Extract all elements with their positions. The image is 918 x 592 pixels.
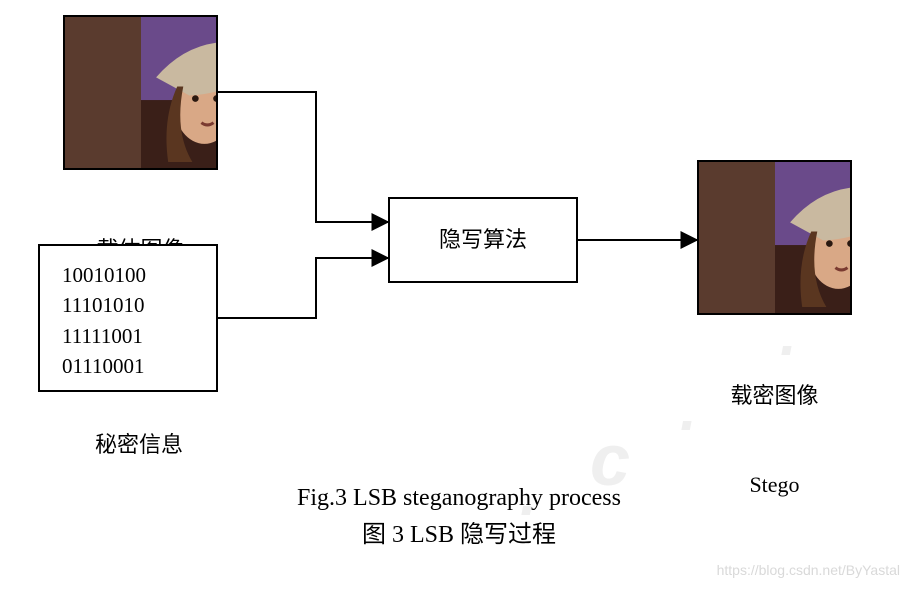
secret-bits: 10010100 11101010 11111001 01110001 [62, 260, 194, 382]
edge-secret-to-algo [218, 258, 388, 318]
cover-image-placeholder [63, 15, 218, 170]
secret-label-text: 秘密信息 [95, 432, 183, 457]
algorithm-label: 隐写算法 [439, 225, 527, 255]
bg-watermark-letter: . [680, 375, 697, 444]
lena-icon [775, 162, 853, 313]
caption-en: Fig.3 LSB steganography process [0, 480, 918, 517]
stego-label-zh: 载密图像 [697, 381, 852, 411]
stego-image-placeholder [697, 160, 852, 315]
secret-info-box: 10010100 11101010 11111001 01110001 [38, 244, 218, 392]
cover-image-node [63, 15, 218, 170]
edge-cover-to-algo [218, 92, 388, 222]
figure-caption: Fig.3 LSB steganography process 图 3 LSB … [0, 480, 918, 554]
caption-zh: 图 3 LSB 隐写过程 [0, 517, 918, 554]
watermark-text: https://blog.csdn.net/ByYastal [717, 562, 900, 578]
diagram-canvas: . c . . 载体图像 Cover 10010100 11101010 111… [0, 0, 918, 592]
algorithm-box: 隐写算法 [388, 197, 578, 283]
secret-label: 秘密信息 [38, 400, 218, 489]
lena-icon [141, 17, 219, 168]
stego-image-node [697, 160, 852, 315]
